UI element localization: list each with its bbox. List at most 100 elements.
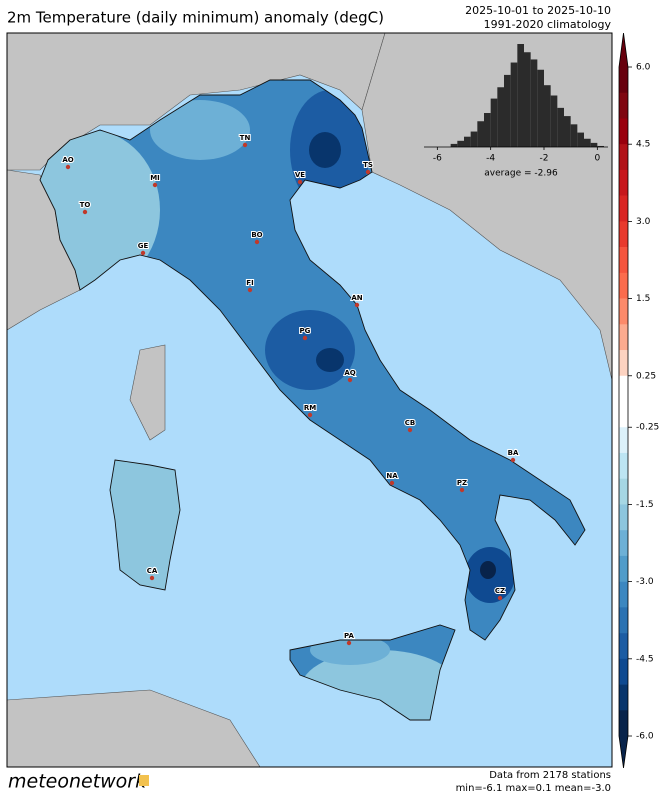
- histogram-bar: [477, 121, 484, 147]
- city-dot: [247, 287, 253, 293]
- histogram-bar: [490, 98, 498, 147]
- city-label: AQ: [344, 369, 355, 377]
- colorbar-band: [619, 375, 628, 402]
- colorbar-band: [619, 272, 628, 299]
- histogram-bar: [464, 136, 471, 147]
- city-dot: [354, 302, 360, 308]
- city-dot: [302, 335, 308, 341]
- city-dot: [459, 487, 465, 493]
- colorbar-band: [619, 710, 628, 737]
- histogram-bar: [497, 87, 504, 147]
- city-label: TS: [363, 161, 373, 169]
- city-dot: [242, 142, 248, 148]
- field-patch: [309, 132, 341, 168]
- colorbar-band: [619, 684, 628, 711]
- colorbar-band: [619, 633, 628, 660]
- histogram-bar: [484, 113, 491, 147]
- histogram-bar: [584, 138, 591, 147]
- histogram-bar: [544, 85, 551, 147]
- city-label: PA: [344, 632, 354, 640]
- colorbar-band: [619, 92, 628, 119]
- histogram-bar: [504, 74, 511, 147]
- colorbar-tick-label: -1.5: [636, 500, 654, 510]
- colorbar-band: [619, 530, 628, 557]
- histogram-bar: [450, 143, 458, 147]
- map-title: 2m Temperature (daily minimum) anomaly (…: [7, 9, 384, 27]
- city-label: AN: [351, 294, 362, 302]
- footer-stats: min=-6.1 max=0.1 mean=-3.0: [456, 783, 611, 794]
- colorbar-tick-label: 4.5: [636, 140, 650, 150]
- histogram-bar: [510, 62, 518, 147]
- city-dot: [149, 575, 155, 581]
- logo: meteonetwork: [8, 771, 147, 793]
- land-south: [7, 689, 261, 767]
- histogram-tick-label: -6: [433, 154, 442, 164]
- histogram-bar: [590, 142, 598, 147]
- colorbar-band: [619, 452, 628, 479]
- city-label: PG: [300, 327, 311, 335]
- corsica: [129, 344, 166, 441]
- colorbar-band: [619, 658, 628, 685]
- field-patch: [265, 310, 355, 390]
- city-label: TO: [80, 201, 91, 209]
- colorbar-tick-label: 0.25: [636, 371, 656, 381]
- colorbar-band: [619, 427, 628, 454]
- histogram-tick-label: 0: [594, 154, 600, 164]
- city-label: CZ: [495, 587, 505, 595]
- city-dot: [347, 377, 353, 383]
- city-dot: [307, 412, 313, 418]
- colorbar-tick-label: -4.5: [636, 654, 654, 664]
- colorbar-band: [619, 221, 628, 248]
- histogram-tick-label: -4: [486, 154, 495, 164]
- colorbar-band: [619, 195, 628, 222]
- city-label: CA: [147, 567, 158, 575]
- city-label: TN: [240, 134, 251, 142]
- city-dot: [65, 164, 71, 170]
- city-dot: [407, 427, 413, 433]
- footer-stations: Data from 2178 stations: [489, 770, 611, 781]
- city-dot: [152, 182, 158, 188]
- colorbar-band: [619, 504, 628, 531]
- city-dot: [82, 209, 88, 215]
- colorbar-band: [619, 350, 628, 377]
- colorbar-tick-label: 1.5: [636, 294, 650, 304]
- city-label: NA: [386, 472, 398, 480]
- colorbar-band: [619, 401, 628, 428]
- histogram-tick-label: -2: [540, 154, 549, 164]
- city-dot: [497, 595, 503, 601]
- histogram-bar: [457, 140, 464, 147]
- colorbar-band: [619, 144, 628, 171]
- colorbar-tick-label: -3.0: [636, 577, 654, 587]
- city-label: MI: [150, 174, 160, 182]
- histogram-bar: [524, 52, 531, 147]
- city-dot: [254, 239, 260, 245]
- city-dot: [365, 169, 371, 175]
- histogram-bar: [517, 44, 524, 147]
- city-dot: [140, 250, 146, 256]
- colorbar-tick-label: -0.25: [636, 423, 659, 433]
- city-label: PZ: [457, 479, 467, 487]
- city-label: VE: [295, 171, 305, 179]
- colorbar-band: [619, 607, 628, 634]
- map-frame: [6, 32, 613, 768]
- colorbar-tick-label: 6.0: [636, 63, 651, 73]
- city-dot: [297, 179, 303, 185]
- colorbar-band: [619, 581, 628, 608]
- city-label: BO: [251, 231, 262, 239]
- colorbar-tick-label: -6.0: [636, 732, 654, 742]
- climatology: 1991-2020 climatology: [484, 18, 612, 31]
- colorbar-tick-label: 3.0: [636, 217, 651, 227]
- logo-mark: [139, 775, 149, 786]
- colorbar-band: [619, 67, 628, 94]
- colorbar: 6.0 4.5 3.0 1.5 0.25 -0.25 -1.5 -3.0 -4.5 -6.0: [618, 32, 659, 769]
- histogram-bar: [597, 145, 604, 147]
- histogram-bar: [550, 95, 558, 147]
- city-label: CB: [405, 419, 415, 427]
- field-patch: [150, 100, 250, 160]
- histogram-bar: [557, 107, 564, 147]
- histogram-bar: [564, 116, 571, 147]
- city-label: FI: [246, 279, 253, 287]
- colorbar-band: [619, 555, 628, 582]
- field-patch: [480, 561, 496, 579]
